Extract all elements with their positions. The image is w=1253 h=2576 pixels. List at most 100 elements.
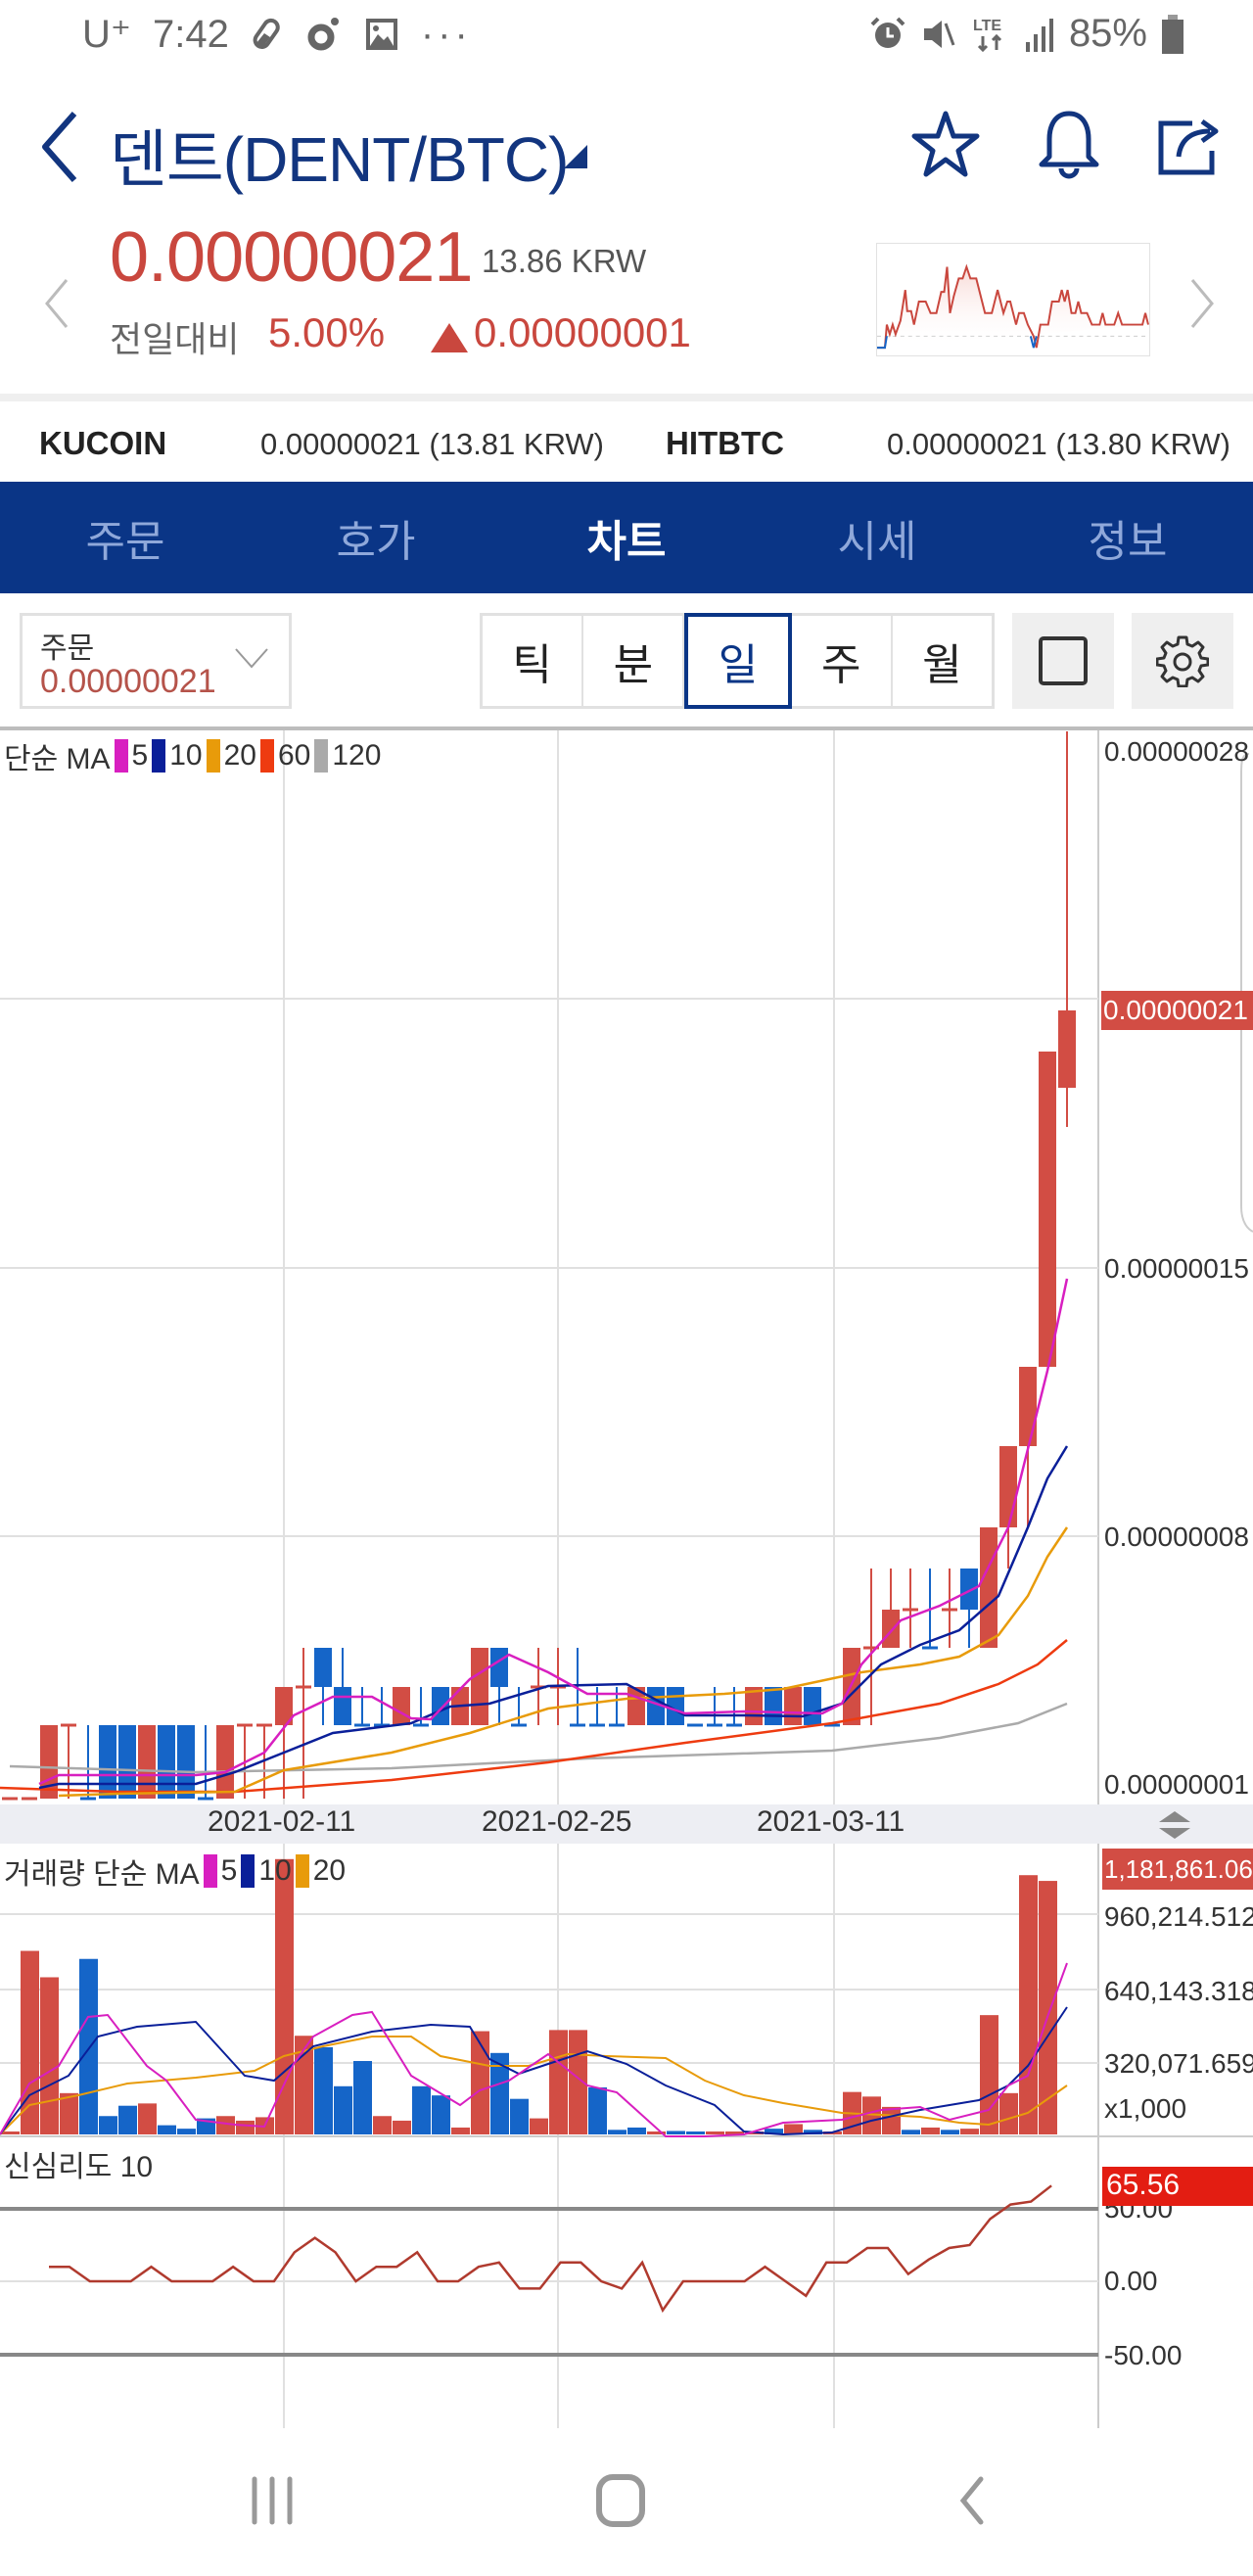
y-axis-label: -50.00 — [1104, 2340, 1183, 2370]
image-icon — [365, 19, 397, 50]
y-axis-label: 0.00000001 — [1104, 1769, 1249, 1800]
current-sentiment-tag: 65.56 — [1102, 2167, 1253, 2206]
x-axis-label: 2021-02-25 — [482, 1805, 632, 1838]
order-price-dropdown[interactable]: 주문 0.00000021 — [20, 613, 292, 709]
pill-icon — [253, 18, 280, 49]
next-coin-arrow-icon[interactable] — [1188, 276, 1218, 331]
ma10-swatch — [241, 1854, 255, 1888]
period-tick-button[interactable]: 틱 — [483, 616, 584, 706]
chevron-down-icon — [235, 648, 268, 669]
svg-text:LTE: LTE — [973, 18, 1001, 34]
legend-title: 단순 MA — [4, 743, 111, 775]
ma10-swatch — [152, 739, 166, 773]
volume-ma-legend: 거래량 단순 MA 5 10 20 — [4, 1850, 346, 1893]
scroll-handle[interactable] — [1240, 753, 1253, 1233]
y-axis-label: 0.00000008 — [1104, 1522, 1249, 1552]
share-icon[interactable] — [1153, 108, 1228, 182]
order-dropdown-label: 주문 — [40, 632, 95, 665]
more-dots-icon: ··· — [420, 12, 472, 56]
ma20-swatch — [206, 739, 220, 773]
exchange-price: 0.00000021 (13.81 KRW) — [260, 427, 604, 461]
change-percent: 5.00% — [268, 309, 386, 355]
battery-percent: 85% — [1068, 12, 1147, 55]
y-axis-label: 0.00000028 — [1104, 736, 1249, 767]
clock: 7:42 — [153, 12, 229, 56]
y-axis-label: 960,214.512 — [1104, 1901, 1253, 1932]
legend-label: 20 — [312, 1854, 347, 1887]
status-bar: U⁺ 7:42 ··· LTE 85% — [0, 0, 1253, 78]
current-price-krw: 13.86 KRW — [482, 243, 647, 279]
square-icon — [1039, 636, 1088, 685]
legend-label: 5 — [220, 1854, 238, 1887]
home-icon[interactable] — [593, 2473, 648, 2528]
price-ma-legend: 단순 MA 5 10 20 60 120 — [4, 734, 381, 777]
section-divider — [0, 394, 1253, 401]
ma5-swatch — [114, 739, 128, 773]
period-week-button[interactable]: 주 — [792, 616, 893, 706]
back-arrow-icon[interactable] — [35, 108, 84, 186]
compare-label: 전일대비 — [110, 319, 240, 359]
panel-resize-icon[interactable] — [1155, 1809, 1194, 1841]
recent-apps-icon[interactable] — [247, 2475, 298, 2526]
ma5-swatch — [203, 1854, 217, 1888]
tab-orderbook[interactable]: 호가 — [336, 518, 416, 566]
y-axis-label: 320,071.659 — [1104, 2048, 1253, 2079]
star-icon[interactable] — [908, 108, 983, 182]
exchange-name: KUCOIN — [39, 425, 167, 461]
dropdown-caret-icon[interactable] — [564, 145, 587, 168]
current-price: 0.00000021 — [110, 218, 473, 297]
x-axis-label: 2021-02-11 — [208, 1805, 356, 1838]
tab-order[interactable]: 주문 — [85, 518, 165, 566]
y-axis-label: 0.00000015 — [1104, 1253, 1249, 1284]
up-triangle-icon — [431, 323, 468, 352]
y-axis-label: 0.00 — [1104, 2266, 1158, 2296]
sparkline-chart — [876, 243, 1150, 356]
legend-label: 10 — [258, 1854, 292, 1887]
legend-label: 5 — [131, 739, 149, 772]
x-axis-label: 2021-03-11 — [757, 1805, 905, 1838]
current-volume-tag: 1,181,861.060 — [1102, 1849, 1253, 1890]
carrier-label: U⁺ — [82, 13, 131, 56]
y-axis-unit: x1,000 — [1104, 2093, 1187, 2124]
current-price-tag: 0.00000021 — [1101, 991, 1253, 1030]
exchange-name: HITBTC — [666, 425, 784, 461]
period-selector: 틱 분 일 주 월 — [480, 613, 995, 709]
order-dropdown-value: 0.00000021 — [40, 663, 216, 700]
main-tab-bar: 주문 호가 차트 시세 정보 — [0, 482, 1253, 593]
legend-title: 거래량 단순 MA — [4, 1858, 200, 1891]
exchange-price: 0.00000021 (13.80 KRW) — [887, 427, 1230, 461]
tab-info[interactable]: 정보 — [1088, 518, 1168, 566]
legend-label: 120 — [332, 739, 382, 772]
lte-icon: LTE — [973, 18, 1001, 52]
exchange-prices-row: KUCOIN 0.00000021 (13.81 KRW) HITBTC 0.0… — [0, 401, 1253, 482]
mute-icon — [923, 20, 955, 48]
legend-label: 60 — [277, 739, 311, 772]
sentiment-legend: 신심리도 10 — [4, 2151, 154, 2183]
prev-coin-arrow-icon[interactable] — [41, 276, 70, 331]
signal-icon — [1025, 18, 1053, 52]
period-minute-button[interactable]: 분 — [583, 616, 685, 706]
period-day-button[interactable]: 일 — [684, 613, 792, 709]
system-nav-bar — [0, 2428, 1253, 2576]
coin-title[interactable]: 덴트(DENT/BTC) — [110, 124, 569, 195]
o-dot-icon — [307, 18, 339, 51]
ma20-swatch — [295, 1854, 309, 1888]
back-icon[interactable] — [955, 2475, 991, 2526]
legend-label: 10 — [169, 739, 203, 772]
period-month-button[interactable]: 월 — [922, 641, 962, 689]
tab-quotes[interactable]: 시세 — [837, 518, 917, 566]
fullscreen-button[interactable] — [1012, 613, 1114, 709]
change-amount: 0.00000001 — [474, 309, 691, 355]
bell-icon[interactable] — [1032, 108, 1106, 182]
y-axis-label: 640,143.318 — [1104, 1976, 1253, 2006]
chart-settings-button[interactable] — [1132, 613, 1233, 709]
x-axis-band — [0, 1804, 1253, 1844]
ma120-swatch — [314, 739, 329, 773]
battery-icon — [1162, 14, 1183, 54]
legend-label: 20 — [223, 739, 256, 772]
gear-icon — [1156, 635, 1209, 687]
alarm-icon — [870, 17, 905, 48]
ma60-swatch — [259, 739, 274, 773]
tab-chart[interactable]: 차트 — [586, 518, 667, 566]
